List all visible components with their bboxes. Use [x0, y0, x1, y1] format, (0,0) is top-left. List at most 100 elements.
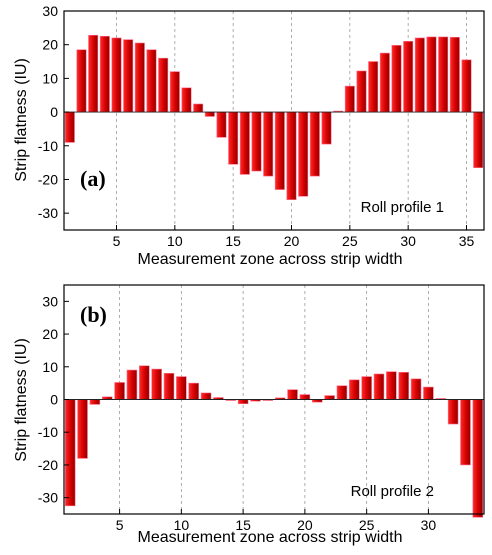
bar-a-5 [111, 37, 122, 113]
y-tick-label-a-1: -20 [38, 171, 58, 187]
bar-a-29 [391, 45, 402, 113]
bar-a-20 [286, 111, 297, 200]
x-tick-label-a-6: 35 [459, 233, 475, 249]
bar-a-31 [414, 37, 425, 113]
bar-a-36 [473, 111, 484, 168]
bar-a-3 [88, 34, 99, 113]
y-tick-label-b-3: 0 [50, 392, 58, 408]
bar-a-9 [158, 57, 169, 113]
bar-b-8 [151, 368, 162, 400]
bar-b-34 [472, 399, 484, 518]
bar-b-24 [349, 379, 360, 400]
y-tick-label-a-5: 20 [42, 37, 58, 53]
bar-a-17 [251, 111, 262, 172]
annotation-b: Roll profile 2 [351, 483, 434, 500]
y-tick-label-b-0: -30 [38, 490, 58, 506]
bar-a-4 [99, 35, 110, 113]
bar-a-32 [426, 36, 437, 113]
x-tick-label-a-2: 15 [225, 233, 241, 249]
y-tick-label-b-5: 20 [42, 326, 58, 342]
bar-b-29 [410, 378, 422, 400]
bar-b-28 [398, 372, 409, 400]
bar-a-18 [263, 111, 274, 177]
bar-b-32 [447, 399, 459, 425]
bar-b-15 [237, 399, 249, 405]
bar-a-8 [146, 49, 157, 113]
x-tick-label-b-0: 5 [116, 517, 124, 533]
y-tick-label-a-2: -10 [38, 138, 58, 154]
bar-a-1 [64, 111, 75, 143]
y-tick-label-a-3: 0 [50, 104, 58, 120]
x-tick-label-b-5: 30 [421, 517, 437, 533]
y-tick-label-a-6: 30 [42, 3, 58, 19]
bar-b-33 [460, 399, 471, 466]
bar-a-34 [449, 36, 460, 113]
bar-b-12 [200, 392, 212, 400]
bar-a-15 [228, 111, 239, 165]
bar-a-16 [239, 111, 250, 175]
bar-b-22 [324, 395, 335, 400]
bar-a-26 [356, 70, 367, 113]
bar-a-11 [181, 87, 192, 113]
y-tick-label-b-1: -20 [38, 457, 58, 473]
panel-label-a: (a) [80, 166, 106, 191]
x-tick-label-b-4: 25 [359, 517, 375, 533]
x-tick-label-b-1: 10 [174, 517, 190, 533]
chart-panel-a: -30 -20 -10 0 10 20 30 5 10 15 20 25 30 35 Measurement… [13, 3, 485, 268]
bar-b-30 [423, 386, 434, 400]
x-tick-label-a-5: 30 [400, 233, 416, 249]
bar-a-14 [216, 111, 227, 138]
bar-b-9 [163, 373, 175, 400]
bar-b-20 [299, 394, 311, 400]
bar-a-12 [193, 103, 204, 113]
bar-a-6 [123, 39, 134, 113]
bar-a-19 [274, 111, 285, 190]
bar-b-26 [373, 373, 385, 400]
bar-b-10 [176, 376, 187, 400]
plot-frame-a [63, 10, 485, 231]
y-tick-label-b-2: -10 [38, 424, 58, 440]
bar-b-23 [336, 385, 348, 400]
bar-b-11 [188, 382, 199, 400]
bar-a-2 [76, 49, 87, 113]
x-tick-label-a-3: 20 [284, 233, 300, 249]
y-axis-title-b: Strip flatness (IU) [13, 338, 30, 462]
bar-a-35 [461, 59, 472, 113]
chart-panel-b: -30 -20 -10 0 10 20 30 5 10 15 20 25 30 Measurement z… [13, 284, 485, 546]
bar-b-19 [287, 389, 298, 400]
x-axis-title-b: Measurement zone across strip width [138, 529, 403, 546]
bar-b-5 [114, 382, 125, 400]
bar-a-21 [298, 111, 309, 197]
x-axis-title-a: Measurement zone across strip width [138, 251, 403, 268]
bar-b-3 [89, 399, 101, 405]
y-tick-label-a-0: -30 [38, 205, 58, 221]
x-tick-label-a-4: 25 [342, 233, 358, 249]
bar-a-22 [309, 111, 320, 177]
bar-b-27 [386, 371, 397, 400]
y-tick-label-a-4: 10 [42, 70, 58, 86]
annotation-a: Roll profile 1 [361, 199, 444, 216]
bar-a-23 [321, 111, 332, 145]
bar-b-1 [64, 399, 76, 507]
bar-b-25 [361, 376, 372, 400]
bar-a-33 [438, 36, 449, 113]
bar-b-7 [139, 365, 150, 400]
bar-a-25 [344, 85, 355, 113]
panel-label-b: (b) [80, 302, 107, 327]
y-axis-title-a: Strip flatness (IU) [13, 58, 30, 182]
bar-b-6 [126, 369, 138, 400]
bar-a-7 [134, 42, 145, 113]
y-tick-label-b-4: 10 [42, 359, 58, 375]
y-tick-label-b-6: 30 [42, 293, 58, 309]
bar-a-28 [379, 52, 390, 113]
x-tick-label-b-3: 20 [297, 517, 313, 533]
bar-a-13 [204, 111, 215, 117]
bar-b-2 [77, 399, 88, 459]
bar-a-27 [368, 61, 379, 113]
bar-a-10 [169, 71, 180, 113]
bar-a-30 [403, 41, 414, 113]
x-tick-label-a-1: 10 [167, 233, 183, 249]
x-tick-label-b-2: 15 [235, 517, 251, 533]
